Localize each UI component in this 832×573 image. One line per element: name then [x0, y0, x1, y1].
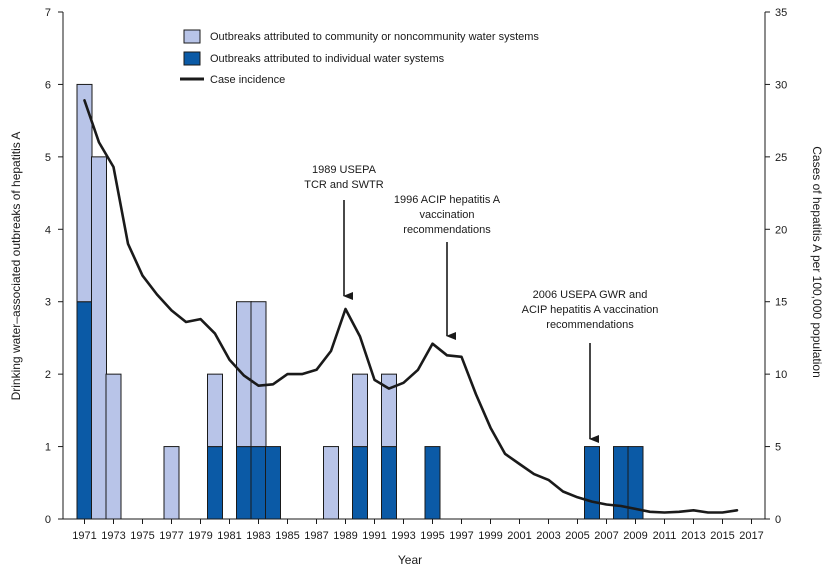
right-tick-label: 10	[775, 369, 787, 381]
bar-community-1992	[381, 373, 397, 448]
bar-community-1983	[250, 301, 267, 448]
x-tick-label: 2013	[681, 530, 705, 542]
legend-label-community: Outbreaks attributed to community or non…	[210, 31, 539, 43]
bar-community-1990	[352, 373, 368, 448]
bar-individual-2006	[584, 446, 600, 520]
x-tick-label: 1989	[333, 530, 357, 542]
bar-individual-1992	[381, 446, 397, 520]
bar-individual-1990	[352, 446, 368, 520]
x-tick-label: 1997	[449, 530, 473, 542]
legend-swatch-community	[183, 29, 201, 44]
right-tick-label: 5	[775, 442, 781, 454]
x-tick-label: 1999	[478, 530, 502, 542]
legend: Outbreaks attributed to community or non…	[180, 29, 539, 86]
x-tick-label: 1987	[304, 530, 328, 542]
bar-individual-1983	[250, 446, 267, 520]
left-tick-label: 6	[45, 79, 51, 91]
annotation-1996-line-1: 1996 ACIP hepatitis A	[394, 194, 501, 206]
x-tick-label: 2015	[710, 530, 734, 542]
bar-individual-1971	[76, 301, 93, 520]
left-tick-label: 4	[45, 224, 51, 236]
annotation-1996: 1996 ACIP hepatitis A vaccination recomm…	[394, 194, 501, 340]
annotation-1989-line-1: 1989 USEPA	[312, 164, 377, 176]
left-tick-label: 0	[45, 514, 51, 526]
legend-label-incidence: Case incidence	[210, 74, 285, 86]
x-tick-label: 2003	[536, 530, 560, 542]
x-tick-label: 2001	[507, 530, 531, 542]
annotations: 1989 USEPA TCR and SWTR 1996 ACIP hepati…	[304, 164, 659, 443]
x-tick-label: 1979	[188, 530, 212, 542]
right-tick-label: 20	[775, 224, 787, 236]
x-tick-label: 1975	[130, 530, 154, 542]
x-tick-label: 1973	[101, 530, 125, 542]
incidence-line	[83, 99, 739, 514]
annotation-1989-line-2: TCR and SWTR	[304, 179, 384, 191]
x-tick-label: 2011	[653, 530, 677, 542]
annotation-2006-line-3: recommendations	[546, 319, 634, 331]
annotation-1989: 1989 USEPA TCR and SWTR	[304, 164, 384, 300]
incidence-series	[83, 99, 739, 514]
x-tick-label: 1985	[275, 530, 299, 542]
x-tick-label: 1991	[362, 530, 386, 542]
left-tick-label: 7	[45, 7, 51, 19]
bar-community-1988	[323, 446, 339, 520]
outbreak-bars	[76, 83, 644, 520]
right-tick-label: 0	[775, 514, 781, 526]
annotation-1996-line-2: vaccination	[419, 209, 474, 221]
x-tick-label: 1995	[420, 530, 444, 542]
x-tick-label: 1981	[217, 530, 241, 542]
x-tick-label: 1983	[246, 530, 270, 542]
annotation-2006: 2006 USEPA GWR and ACIP hepatitis A vacc…	[522, 289, 659, 443]
x-tick-label: 1977	[159, 530, 183, 542]
bar-individual-1982	[236, 446, 252, 520]
annotation-2006-line-1: 2006 USEPA GWR and	[533, 289, 648, 301]
annotation-1996-line-3: recommendations	[403, 224, 491, 236]
left-tick-label: 1	[45, 442, 51, 454]
bar-community-1972	[91, 156, 107, 520]
right-tick-label: 35	[775, 7, 787, 19]
x-tick-label: 2017	[739, 530, 763, 542]
x-ticks: 1971 1973 1975 1977 1979 1981 1983 1985 1987 1989…	[72, 519, 764, 542]
right-tick-label: 30	[775, 79, 787, 91]
left-y-ticks: 0 1 2 3 4 5 6 7	[45, 7, 63, 526]
bar-community-1980	[207, 373, 223, 448]
legend-swatch-individual	[183, 51, 201, 66]
x-tick-label: 2009	[623, 530, 647, 542]
bar-community-1973	[105, 373, 122, 520]
right-y-ticks: 0 5 10 15 20 25 30 35	[765, 7, 787, 526]
left-tick-label: 2	[45, 369, 51, 381]
x-tick-label: 1993	[391, 530, 415, 542]
bar-individual-1984	[265, 446, 281, 520]
y-axis-title-left: Drinking water–associated outbreaks of h…	[9, 132, 23, 401]
bar-individual-2009	[627, 446, 644, 520]
left-tick-label: 3	[45, 297, 51, 309]
x-axis-title: Year	[398, 553, 422, 567]
bar-community-1977	[163, 446, 180, 520]
bar-individual-1980	[207, 446, 223, 520]
right-tick-label: 15	[775, 297, 787, 309]
axes	[62, 12, 766, 520]
right-tick-label: 25	[775, 152, 787, 164]
x-tick-label: 1971	[72, 530, 96, 542]
x-tick-label: 2005	[565, 530, 589, 542]
bar-individual-1995	[424, 446, 441, 520]
left-tick-label: 5	[45, 152, 51, 164]
annotation-2006-line-2: ACIP hepatitis A vaccination	[522, 304, 659, 316]
y-axis-title-right: Cases of hepatitis A per 100,000 populat…	[810, 146, 824, 378]
x-tick-label: 2007	[594, 530, 618, 542]
legend-label-individual: Outbreaks attributed to individual water…	[210, 53, 445, 65]
